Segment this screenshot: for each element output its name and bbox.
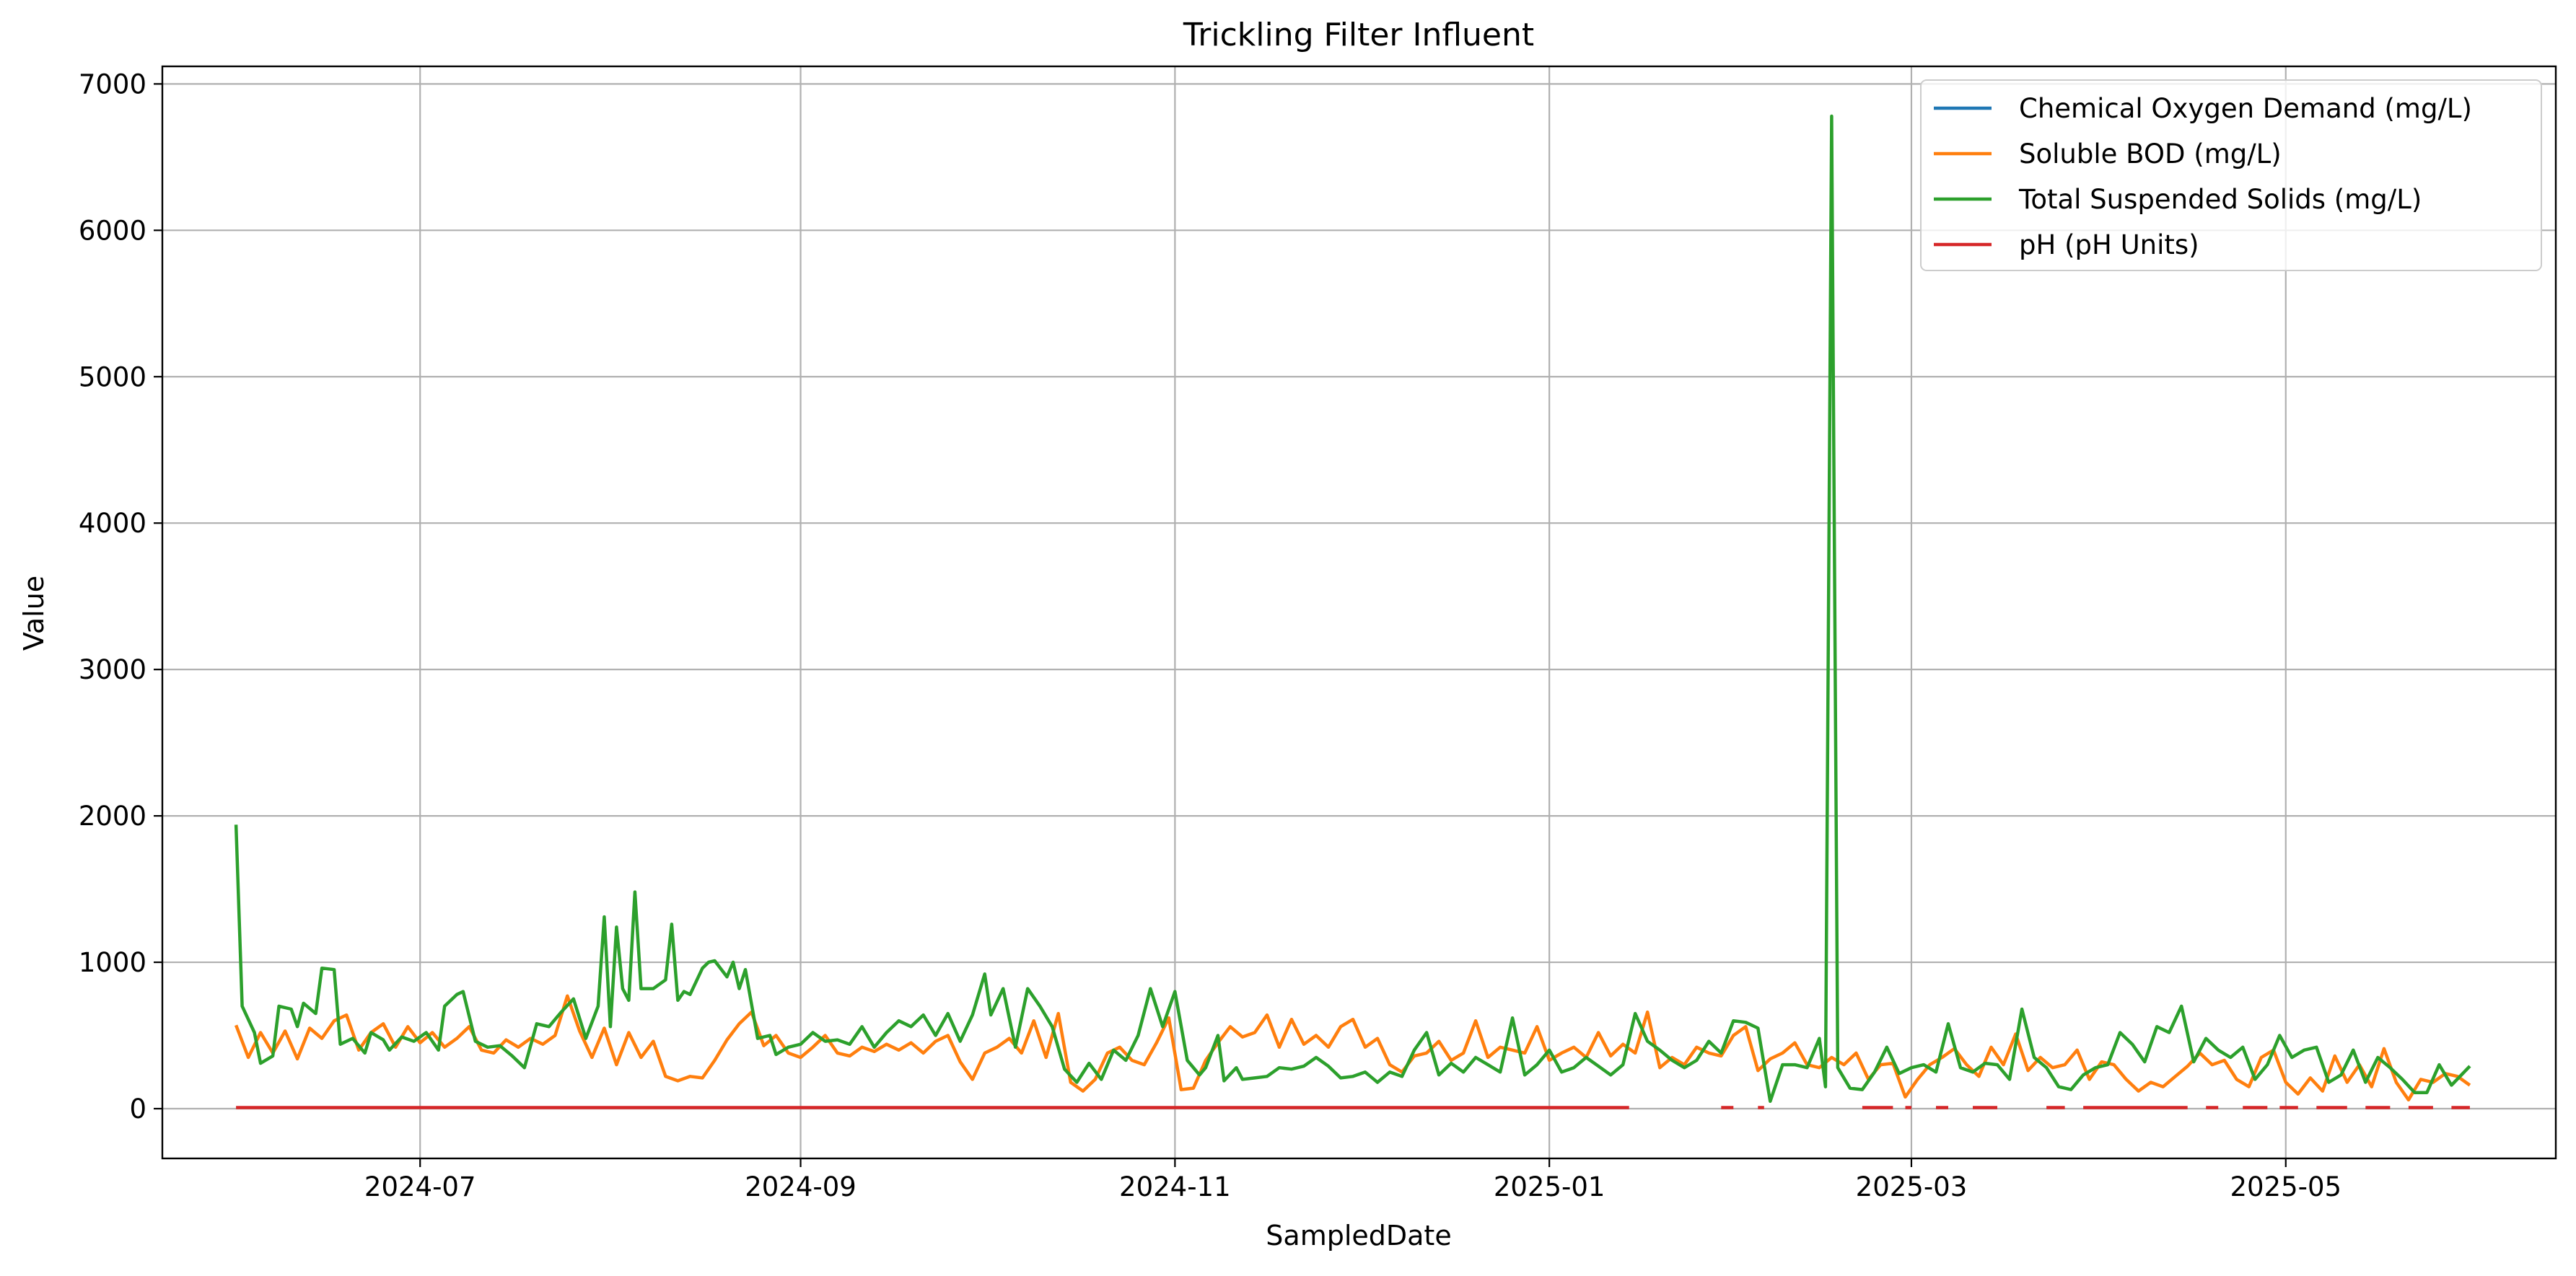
chart-title: Trickling Filter Influent xyxy=(1183,17,1534,53)
y-tick-label: 4000 xyxy=(79,508,146,539)
y-tick-label: 1000 xyxy=(79,947,146,978)
series-layer xyxy=(234,114,2471,1109)
y-tick-label: 5000 xyxy=(79,361,146,392)
x-tick-label: 2024-11 xyxy=(1119,1171,1231,1202)
x-tick-label: 2025-05 xyxy=(2230,1171,2341,1202)
y-tick-label: 0 xyxy=(129,1094,146,1125)
x-tick-label: 2024-09 xyxy=(745,1171,857,1202)
y-tick-label: 6000 xyxy=(79,215,146,246)
legend-label: pH (pH Units) xyxy=(2019,229,2199,260)
plot-frame xyxy=(161,65,2557,1160)
legend-label: Chemical Oxygen Demand (mg/L) xyxy=(2019,93,2472,124)
legend-frame xyxy=(1920,79,2542,271)
y-tick-label: 7000 xyxy=(79,69,146,100)
y-tick-label: 3000 xyxy=(79,654,146,685)
series-line-3 xyxy=(234,114,2471,1104)
legend-label: Total Suspended Solids (mg/L) xyxy=(2018,184,2422,215)
y-tick-label: 2000 xyxy=(79,801,146,832)
x-axis-label: SampledDate xyxy=(1266,1220,1451,1251)
y-axis-label: Value xyxy=(18,576,50,651)
legend-label: Soluble BOD (mg/L) xyxy=(2019,138,2282,170)
x-tick-label: 2025-01 xyxy=(1494,1171,1605,1202)
x-tick-label: 2024-07 xyxy=(364,1171,476,1202)
axes-layer: 2024-07 2024-09 2024-11 2025-01 2025-03 2025-… xyxy=(79,65,2557,1202)
legend: Chemical Oxygen Demand (mg/L) Soluble BOD… xyxy=(1920,79,2542,271)
x-tick-label: 2025-03 xyxy=(1856,1171,1968,1202)
